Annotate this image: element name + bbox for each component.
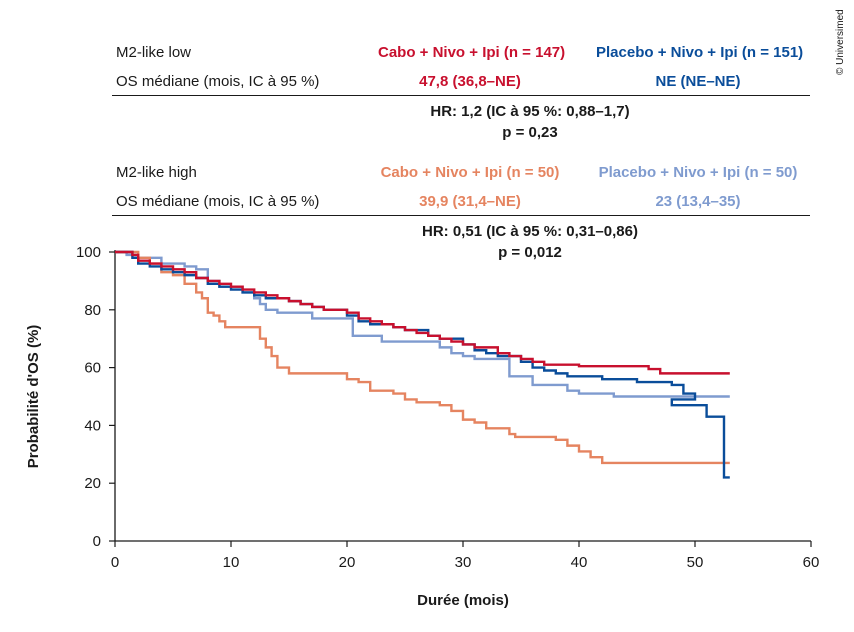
table1-group1-name: Cabo + Nivo + Ipi (n = 147) xyxy=(378,44,566,61)
y-tick-label: 80 xyxy=(84,302,101,319)
table1-group2-name: Placebo + Nivo + Ipi (n = 151) xyxy=(596,44,804,61)
table1-p-value: p = 0,23 xyxy=(502,124,558,141)
table2-hazard-ratio: HR: 0,51 (IC à 95 %: 0,31–0,86) xyxy=(422,223,638,240)
x-tick-label: 30 xyxy=(455,554,472,571)
table1-group2-os: NE (NE–NE) xyxy=(655,73,741,90)
table1-label: M2-like low xyxy=(116,44,192,61)
survival-curve-1 xyxy=(115,250,730,375)
y-tick-label: 60 xyxy=(84,360,101,377)
copyright-notice: © Universimed xyxy=(835,9,846,75)
x-tick-label: 0 xyxy=(111,554,119,571)
table2-p-value: p = 0,012 xyxy=(498,244,562,261)
survival-curve-4 xyxy=(115,250,730,398)
survival-curve-3 xyxy=(115,250,730,465)
table2-divider xyxy=(112,215,810,216)
table1-hazard-ratio: HR: 1,2 (IC à 95 %: 0,88–1,7) xyxy=(430,103,630,120)
x-axis-label: Durée (mois) xyxy=(417,592,509,609)
x-tick-label: 20 xyxy=(339,554,356,571)
table1-row-label: OS médiane (mois, IC à 95 %) xyxy=(116,73,320,90)
y-tick-label: 20 xyxy=(84,475,101,492)
y-tick-label: 100 xyxy=(76,244,101,261)
y-tick-label: 40 xyxy=(84,417,101,434)
table2-group2-name: Placebo + Nivo + Ipi (n = 50) xyxy=(598,164,798,181)
table2-group1-os: 39,9 (31,4–NE) xyxy=(419,193,521,210)
x-tick-label: 40 xyxy=(571,554,588,571)
table2-row-label: OS médiane (mois, IC à 95 %) xyxy=(116,193,320,210)
table2-group1-name: Cabo + Nivo + Ipi (n = 50) xyxy=(380,164,560,181)
table1-group1-os: 47,8 (36,8–NE) xyxy=(419,73,521,90)
table2-label: M2-like high xyxy=(116,164,197,181)
x-tick-label: 50 xyxy=(687,554,704,571)
x-tick-label: 60 xyxy=(803,554,820,571)
x-tick-label: 10 xyxy=(223,554,240,571)
y-axis-label: Probabilité d'OS (%) xyxy=(25,325,42,469)
table1-divider xyxy=(112,95,810,96)
survival-curve-2 xyxy=(115,250,730,479)
table2-group2-os: 23 (13,4–35) xyxy=(655,193,741,210)
y-tick-label: 0 xyxy=(93,533,101,550)
